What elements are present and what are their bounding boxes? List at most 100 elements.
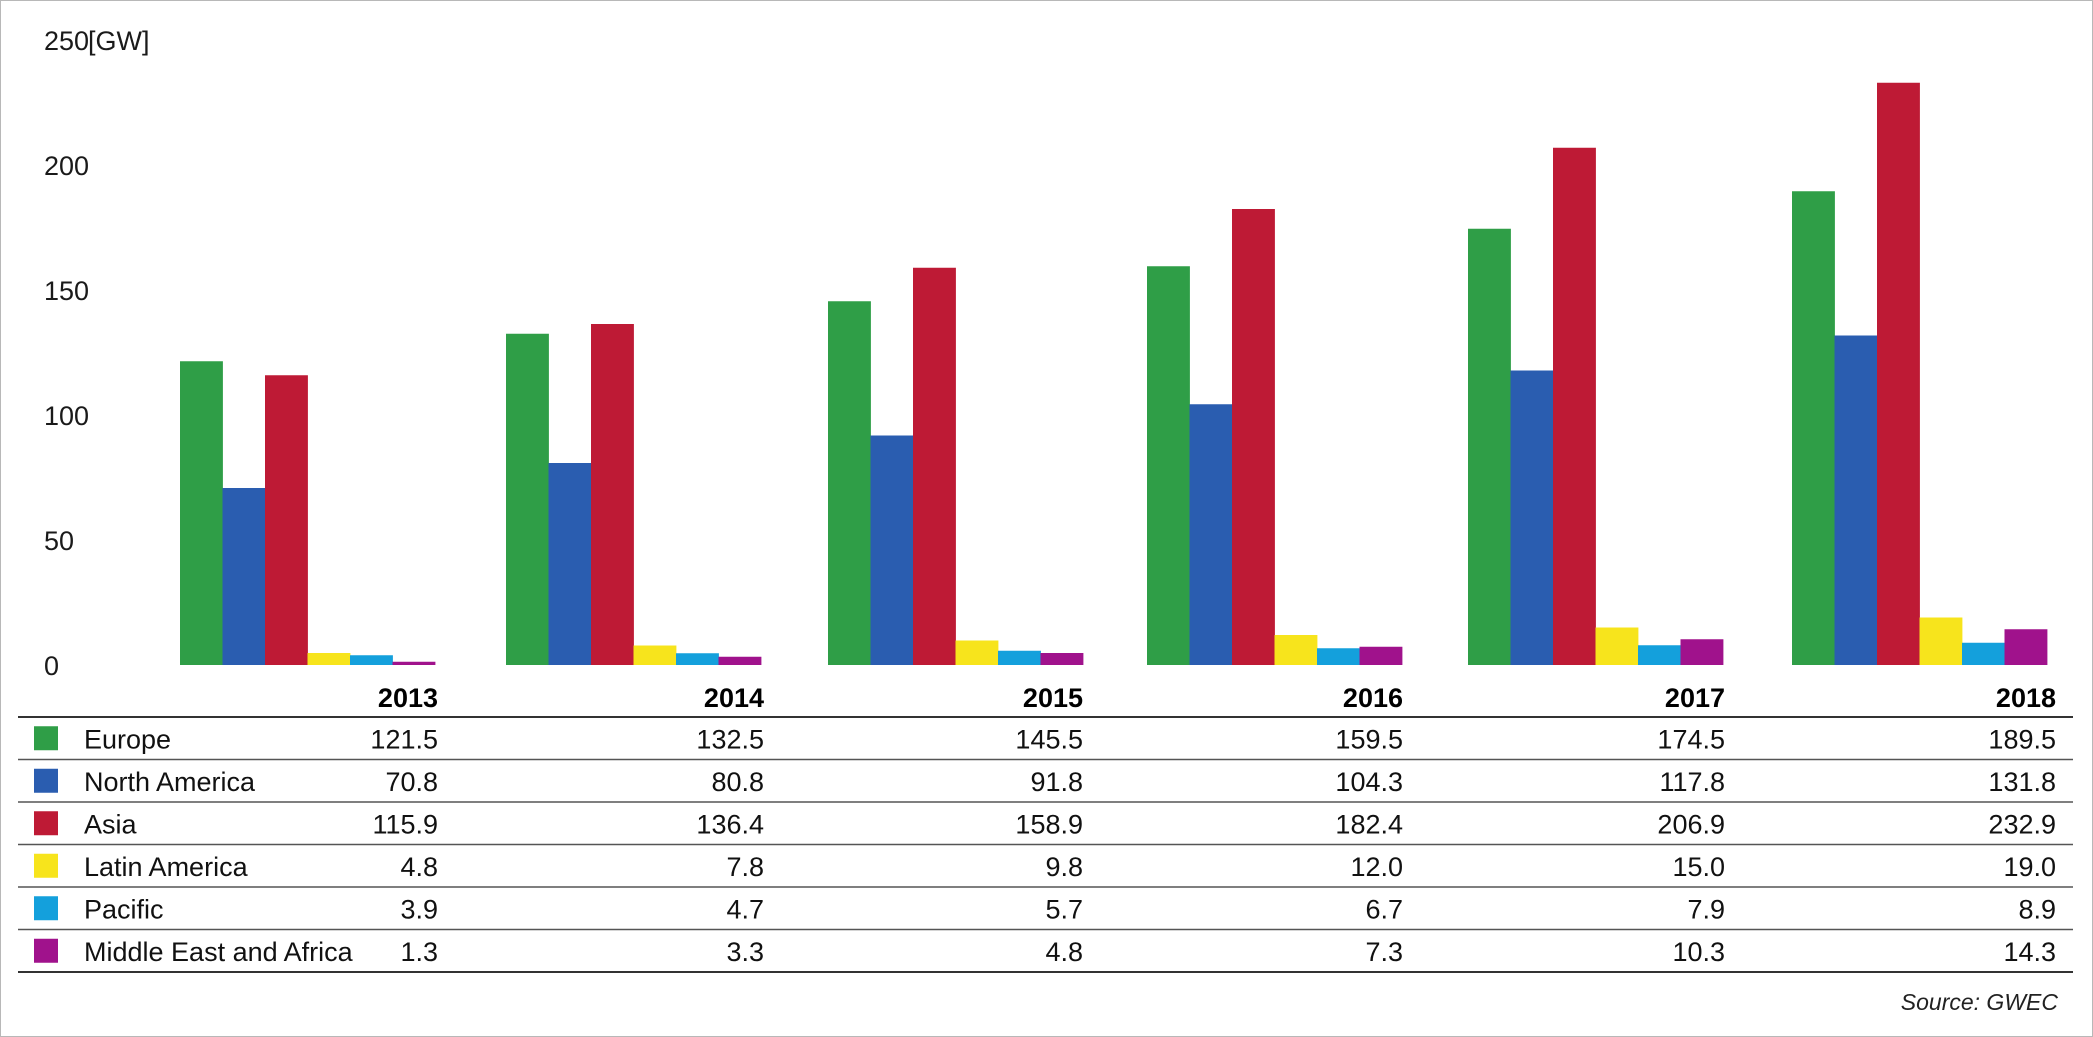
bar <box>1147 266 1190 665</box>
bar <box>1317 648 1360 665</box>
bar <box>1468 228 1511 665</box>
bar <box>718 656 762 665</box>
bar-group-2015 <box>828 267 1084 665</box>
bar <box>392 661 436 665</box>
bar <box>350 655 393 665</box>
table-row: North America 70.8 80.8 91.8 104.3 117.8 131.8 <box>34 767 2056 797</box>
table-cell: 189.5 <box>1988 724 2056 754</box>
table-cell: 131.8 <box>1988 767 2056 797</box>
bar <box>913 267 956 665</box>
bar <box>1962 642 2005 665</box>
bar-groups <box>180 82 2048 665</box>
table-cell: 14.3 <box>2003 937 2056 967</box>
bar <box>1274 635 1318 665</box>
table-cell: 145.5 <box>1015 724 1083 754</box>
x-tick-label: 2018 <box>1996 683 2056 713</box>
x-tick-label: 2016 <box>1343 683 1403 713</box>
x-tick-label: 2017 <box>1665 683 1725 713</box>
table-cell: 19.0 <box>2003 852 2056 882</box>
table-cell: 132.5 <box>696 724 764 754</box>
legend-entry: Middle East and Africa <box>84 937 354 967</box>
table-cell: 15.0 <box>1672 852 1725 882</box>
table-cell: 4.7 <box>726 894 764 924</box>
bar <box>307 653 351 665</box>
bar <box>1553 147 1596 665</box>
table-cell: 7.8 <box>726 852 764 882</box>
bar <box>1189 404 1233 665</box>
bar <box>1040 653 1084 665</box>
y-tick-label: 50 <box>44 526 74 556</box>
legend-entry: Asia <box>84 809 138 839</box>
legend-swatch <box>34 726 58 751</box>
table-cell: 117.8 <box>1659 767 1725 797</box>
bar-group-2014 <box>506 324 762 665</box>
table-cell: 4.8 <box>400 852 438 882</box>
x-tick-label: 2013 <box>378 683 438 713</box>
x-tick-label: 2015 <box>1023 683 1083 713</box>
table-cell: 104.3 <box>1335 767 1403 797</box>
legend-swatch <box>34 853 58 878</box>
bar <box>1919 617 1963 665</box>
table-cell: 3.9 <box>400 894 438 924</box>
bar <box>1638 645 1681 665</box>
bar-group-2013 <box>180 361 436 665</box>
legend-entry: Europe <box>84 724 171 754</box>
table-cell: 121.5 <box>370 724 438 754</box>
bar-group-2018 <box>1792 82 2048 665</box>
table-cell: 12.0 <box>1350 852 1403 882</box>
table-cell: 206.9 <box>1657 809 1725 839</box>
table-row: Latin America 4.8 7.8 9.8 12.0 15.0 19.0 <box>34 852 2056 882</box>
bar <box>1680 639 1724 665</box>
bar <box>1834 335 1878 665</box>
table-cell: 232.9 <box>1988 809 2056 839</box>
legend-swatch <box>34 768 58 793</box>
y-axis: 0 50 100 150 200 250[GW] <box>44 26 150 681</box>
table-cell: 174.5 <box>1657 724 1725 754</box>
bar-group-2016 <box>1147 209 1403 665</box>
bar <box>222 488 266 665</box>
y-tick-label: 250 <box>44 26 89 56</box>
bar <box>870 435 914 665</box>
bar <box>1595 627 1639 665</box>
table-cell: 159.5 <box>1335 724 1403 754</box>
y-tick-label: 200 <box>44 151 89 181</box>
bar <box>955 640 999 665</box>
legend-swatch <box>34 896 58 921</box>
legend-entry: North America <box>84 767 256 797</box>
table-cell: 91.8 <box>1030 767 1083 797</box>
bar <box>828 301 871 665</box>
bar <box>180 361 223 665</box>
bar <box>1510 370 1554 665</box>
bar <box>548 463 592 665</box>
bar-group-2017 <box>1468 147 1724 665</box>
table-cell: 6.7 <box>1365 894 1403 924</box>
bar <box>1232 209 1275 665</box>
table-cell: 3.3 <box>726 937 764 967</box>
table-cell: 1.3 <box>400 937 438 967</box>
table-cell: 70.8 <box>385 767 438 797</box>
table-cell: 115.9 <box>372 809 438 839</box>
data-table: 2013 2014 2015 2016 2017 2018 Europe 121.5 132.5… <box>18 683 2073 973</box>
bar <box>265 375 308 665</box>
table-cell: 158.9 <box>1015 809 1083 839</box>
table-row: Middle East and Africa 1.3 3.3 4.8 7.3 10.3 14… <box>34 937 2056 967</box>
table-cell: 4.8 <box>1045 937 1083 967</box>
y-tick-label: 0 <box>44 651 59 681</box>
legend-entry: Latin America <box>84 852 249 882</box>
bar <box>676 653 719 665</box>
table-cell: 7.3 <box>1365 937 1403 967</box>
table-row: Europe 121.5 132.5 145.5 159.5 174.5 189.5 <box>34 724 2056 754</box>
table-cell: 7.9 <box>1687 894 1725 924</box>
table-cell: 9.8 <box>1045 852 1083 882</box>
y-tick-label: 150 <box>44 276 89 306</box>
legend-swatch <box>34 938 58 963</box>
legend-entry: Pacific <box>84 894 164 924</box>
source-note: Source: GWEC <box>1901 989 2059 1015</box>
bar <box>2004 629 2048 665</box>
table-row: Asia 115.9 136.4 158.9 182.4 206.9 232.9 <box>34 809 2056 839</box>
table-cell: 80.8 <box>711 767 764 797</box>
table-cell: 5.7 <box>1045 894 1083 924</box>
bar <box>506 333 549 665</box>
table-cell: 8.9 <box>2018 894 2056 924</box>
bar <box>1359 646 1403 665</box>
